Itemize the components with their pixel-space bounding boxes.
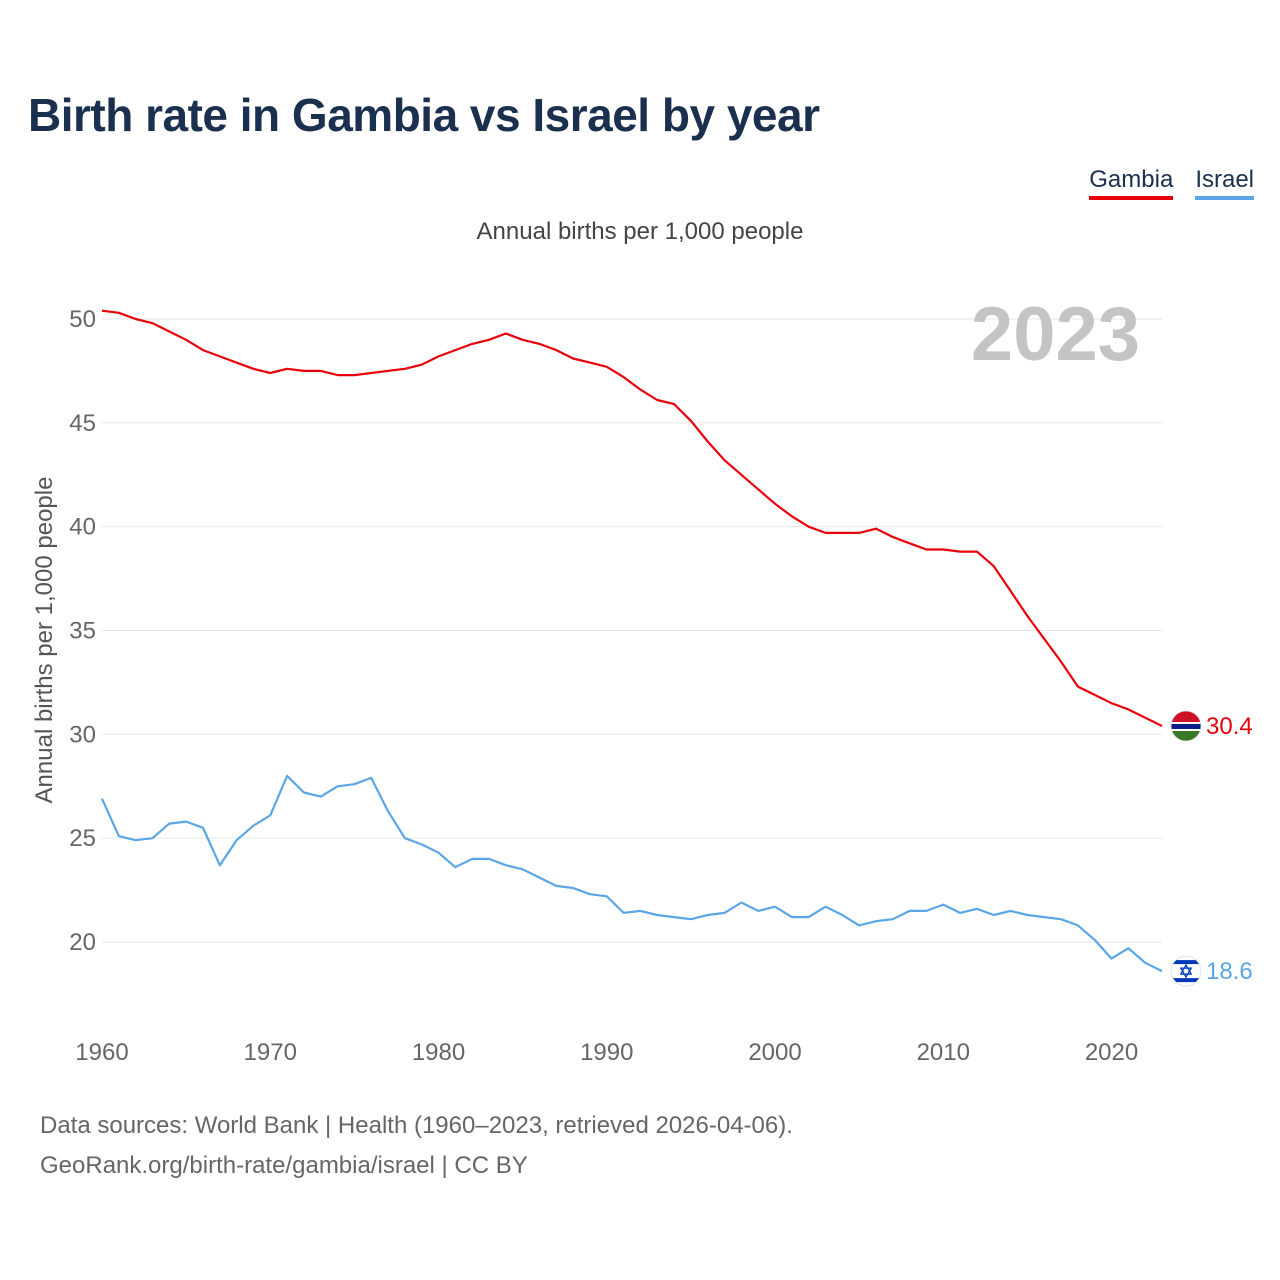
year-watermark: 2023 — [971, 292, 1140, 377]
x-tick-label: 1960 — [75, 1039, 128, 1066]
footer: Data sources: World Bank | Health (1960–… — [40, 1106, 793, 1186]
y-axis-label: Annual births per 1,000 people — [31, 477, 58, 804]
x-tick-label: 1970 — [244, 1039, 297, 1066]
y-tick-label: 50 — [69, 306, 96, 333]
y-tick-label: 45 — [69, 410, 96, 437]
legend-item-gambia[interactable]: Gambia — [1089, 166, 1174, 200]
y-tick-label: 25 — [69, 825, 96, 852]
y-tick-label: 35 — [69, 618, 96, 645]
x-tick-label: 2010 — [917, 1039, 970, 1066]
y-tick-label: 20 — [69, 929, 96, 956]
y-tick-label: 30 — [69, 721, 96, 748]
legend: Gambia Israel — [1089, 166, 1254, 200]
x-tick-label: 1990 — [580, 1039, 633, 1066]
x-tick-label: 1980 — [412, 1039, 465, 1066]
data-source-note: Data sources: World Bank | Health (1960–… — [40, 1112, 793, 1139]
y-tick-label: 40 — [69, 514, 96, 541]
end-value-label-israel: 18.6 — [1206, 958, 1253, 985]
chart-subtitle: Annual births per 1,000 people — [476, 218, 804, 245]
series-line-israel — [100, 774, 1163, 973]
gambia-flag-icon — [1170, 710, 1202, 742]
source-url: GeoRank.org/birth-rate/gambia/israel | C… — [40, 1152, 528, 1179]
israel-flag-icon — [1170, 955, 1202, 987]
x-tick-label: 2000 — [748, 1039, 801, 1066]
end-value-label-gambia: 30.4 — [1206, 713, 1253, 740]
legend-item-israel[interactable]: Israel — [1195, 166, 1254, 200]
page-title: Birth rate in Gambia vs Israel by year — [28, 89, 820, 141]
series-line-gambia — [101, 309, 1163, 727]
x-tick-label: 2020 — [1085, 1039, 1138, 1066]
